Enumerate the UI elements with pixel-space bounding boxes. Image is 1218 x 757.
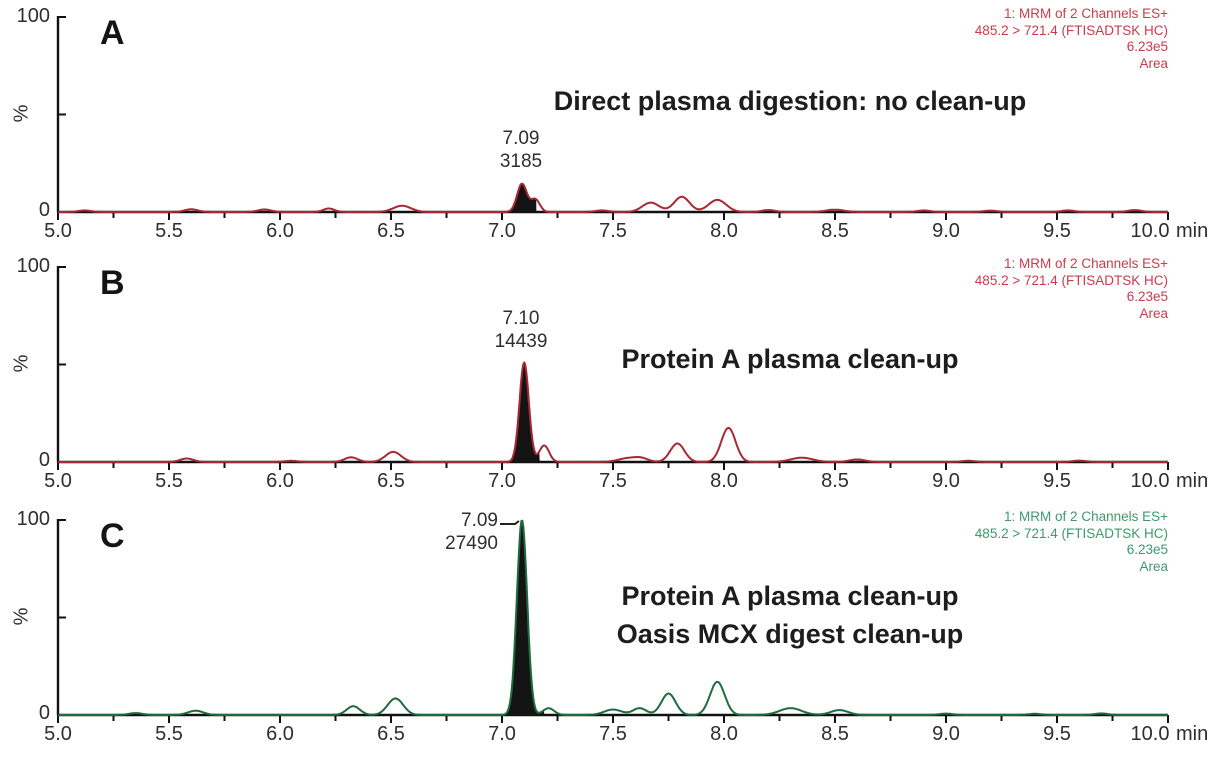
chromatogram-trace bbox=[57, 519, 1169, 716]
panel-a-title: Direct plasma digestion: no clean-up bbox=[440, 82, 1140, 120]
panel-b-title: Protein A plasma clean-up bbox=[440, 340, 1140, 378]
integration-fill bbox=[502, 520, 545, 715]
x-tick-label: 5.0 bbox=[44, 220, 72, 242]
peak-retention-time: 7.09 bbox=[502, 128, 540, 149]
panel-c-letter: C bbox=[100, 517, 125, 555]
x-tick-label: 8.5 bbox=[821, 723, 849, 745]
x-tick-label: 8.5 bbox=[821, 220, 849, 242]
chromatogram-trace bbox=[57, 182, 1169, 213]
x-axis-unit: min bbox=[1176, 220, 1209, 242]
x-axis-unit: min bbox=[1176, 470, 1209, 492]
y-axis-title-percent: % bbox=[10, 607, 33, 626]
panel-a: A 100 0 % 7.09 3185 Direct plasma digest… bbox=[0, 0, 1218, 250]
x-tick-label: 7.0 bbox=[488, 220, 516, 242]
channel-info-line: 485.2 > 721.4 (FTISADTSK HC) bbox=[974, 525, 1168, 541]
x-tick-label: 6.0 bbox=[266, 220, 294, 242]
panel-a-letter: A bbox=[100, 14, 125, 52]
y-axis-label-0: 0 bbox=[38, 449, 50, 471]
x-tick-label: 5.0 bbox=[44, 470, 72, 492]
chromatogram-a-plot bbox=[56, 16, 1169, 220]
y-axis-label-0: 0 bbox=[38, 199, 50, 221]
panel-c: C 100 0 % 7.09 27490 Protein A plasma cl… bbox=[0, 503, 1218, 757]
y-axis-label-100: 100 bbox=[16, 508, 50, 530]
chromatogram-trace bbox=[57, 361, 1169, 463]
channel-info-line: 1: MRM of 2 Channels ES+ bbox=[1004, 256, 1168, 271]
channel-info-line: 1: MRM of 2 Channels ES+ bbox=[1004, 509, 1168, 524]
x-tick-label: 8.0 bbox=[710, 470, 738, 492]
x-tick-label: 10.0 bbox=[1130, 470, 1170, 492]
panel-title-line: Oasis MCX digest clean-up bbox=[616, 619, 964, 649]
channel-info-line: 485.2 > 721.4 (FTISADTSK HC) bbox=[974, 272, 1168, 288]
x-tick-label: 5.5 bbox=[155, 723, 183, 745]
channel-info-line: 6.23e5 bbox=[1126, 39, 1168, 54]
peak-leader-line bbox=[499, 520, 520, 525]
x-tick-label: 7.0 bbox=[488, 470, 516, 492]
peak-area-value: 3185 bbox=[499, 151, 543, 172]
channel-info-line: Area bbox=[1139, 305, 1168, 321]
x-tick-label: 5.5 bbox=[155, 470, 183, 492]
x-tick-label: 10.0 bbox=[1130, 220, 1170, 242]
panel-title-line: Protein A plasma clean-up bbox=[621, 581, 959, 611]
x-tick-label: 9.0 bbox=[932, 470, 960, 492]
x-tick-label: 6.5 bbox=[377, 220, 405, 242]
x-tick-label: 6.0 bbox=[266, 723, 294, 745]
x-tick-label: 8.0 bbox=[710, 220, 738, 242]
x-tick-label: 6.5 bbox=[377, 470, 405, 492]
x-tick-label: 7.5 bbox=[599, 220, 627, 242]
chromatogram-c-plot bbox=[56, 519, 1169, 723]
x-tick-label: 9.0 bbox=[932, 723, 960, 745]
panel-title-line: Protein A plasma clean-up bbox=[621, 344, 959, 374]
x-tick-label: 10.0 bbox=[1130, 723, 1170, 745]
x-tick-label: 5.0 bbox=[44, 723, 72, 745]
peak-annotation: 7.10 14439 bbox=[458, 307, 584, 353]
x-tick-label: 6.5 bbox=[377, 723, 405, 745]
channel-info-line: 485.2 > 721.4 (FTISADTSK HC) bbox=[974, 22, 1168, 38]
x-tick-label: 9.5 bbox=[1043, 470, 1071, 492]
peak-retention-time: 7.09 bbox=[461, 510, 498, 531]
x-tick-label: 7.0 bbox=[488, 723, 516, 745]
peak-area-value: 14439 bbox=[494, 331, 548, 352]
channel-info: 1: MRM of 2 Channels ES+ 485.2 > 721.4 (… bbox=[975, 509, 1168, 575]
panel-b-letter: B bbox=[100, 264, 125, 302]
y-axis-title-percent: % bbox=[10, 354, 33, 373]
panel-title-line: Direct plasma digestion: no clean-up bbox=[553, 86, 1027, 116]
channel-info-line: 6.23e5 bbox=[1126, 289, 1168, 304]
y-axis-label-0: 0 bbox=[38, 702, 50, 724]
chromatogram-b-plot bbox=[56, 266, 1169, 470]
channel-info-line: Area bbox=[1139, 558, 1168, 574]
peak-retention-time: 7.10 bbox=[502, 308, 540, 329]
x-tick-label: 7.5 bbox=[599, 723, 627, 745]
x-tick-label: 7.5 bbox=[599, 470, 627, 492]
channel-info-line: 1: MRM of 2 Channels ES+ bbox=[1004, 6, 1168, 21]
x-tick-label: 8.5 bbox=[821, 470, 849, 492]
panel-c-title: Protein A plasma clean-up Oasis MCX dige… bbox=[440, 577, 1140, 653]
x-tick-label: 8.0 bbox=[710, 723, 738, 745]
x-tick-label: 6.0 bbox=[266, 470, 294, 492]
channel-info-line: Area bbox=[1139, 55, 1168, 71]
y-axis-label-100: 100 bbox=[16, 5, 50, 27]
y-axis-label-100: 100 bbox=[16, 255, 50, 277]
x-tick-label: 9.0 bbox=[932, 220, 960, 242]
y-axis-title-percent: % bbox=[10, 104, 33, 123]
peak-annotation: 7.09 27490 bbox=[356, 509, 498, 555]
x-tick-label: 9.5 bbox=[1043, 220, 1071, 242]
channel-info: 1: MRM of 2 Channels ES+ 485.2 > 721.4 (… bbox=[975, 256, 1168, 322]
channel-info: 1: MRM of 2 Channels ES+ 485.2 > 721.4 (… bbox=[975, 6, 1168, 72]
channel-info-line: 6.23e5 bbox=[1126, 542, 1168, 557]
panel-b: B 100 0 % 7.10 14439 Protein A plasma cl… bbox=[0, 250, 1218, 503]
peak-annotation: 7.09 3185 bbox=[458, 127, 584, 173]
peak-area-value: 27490 bbox=[445, 533, 498, 554]
x-axis-unit: min bbox=[1176, 723, 1209, 745]
x-tick-label: 5.5 bbox=[155, 220, 183, 242]
x-tick-label: 9.5 bbox=[1043, 723, 1071, 745]
